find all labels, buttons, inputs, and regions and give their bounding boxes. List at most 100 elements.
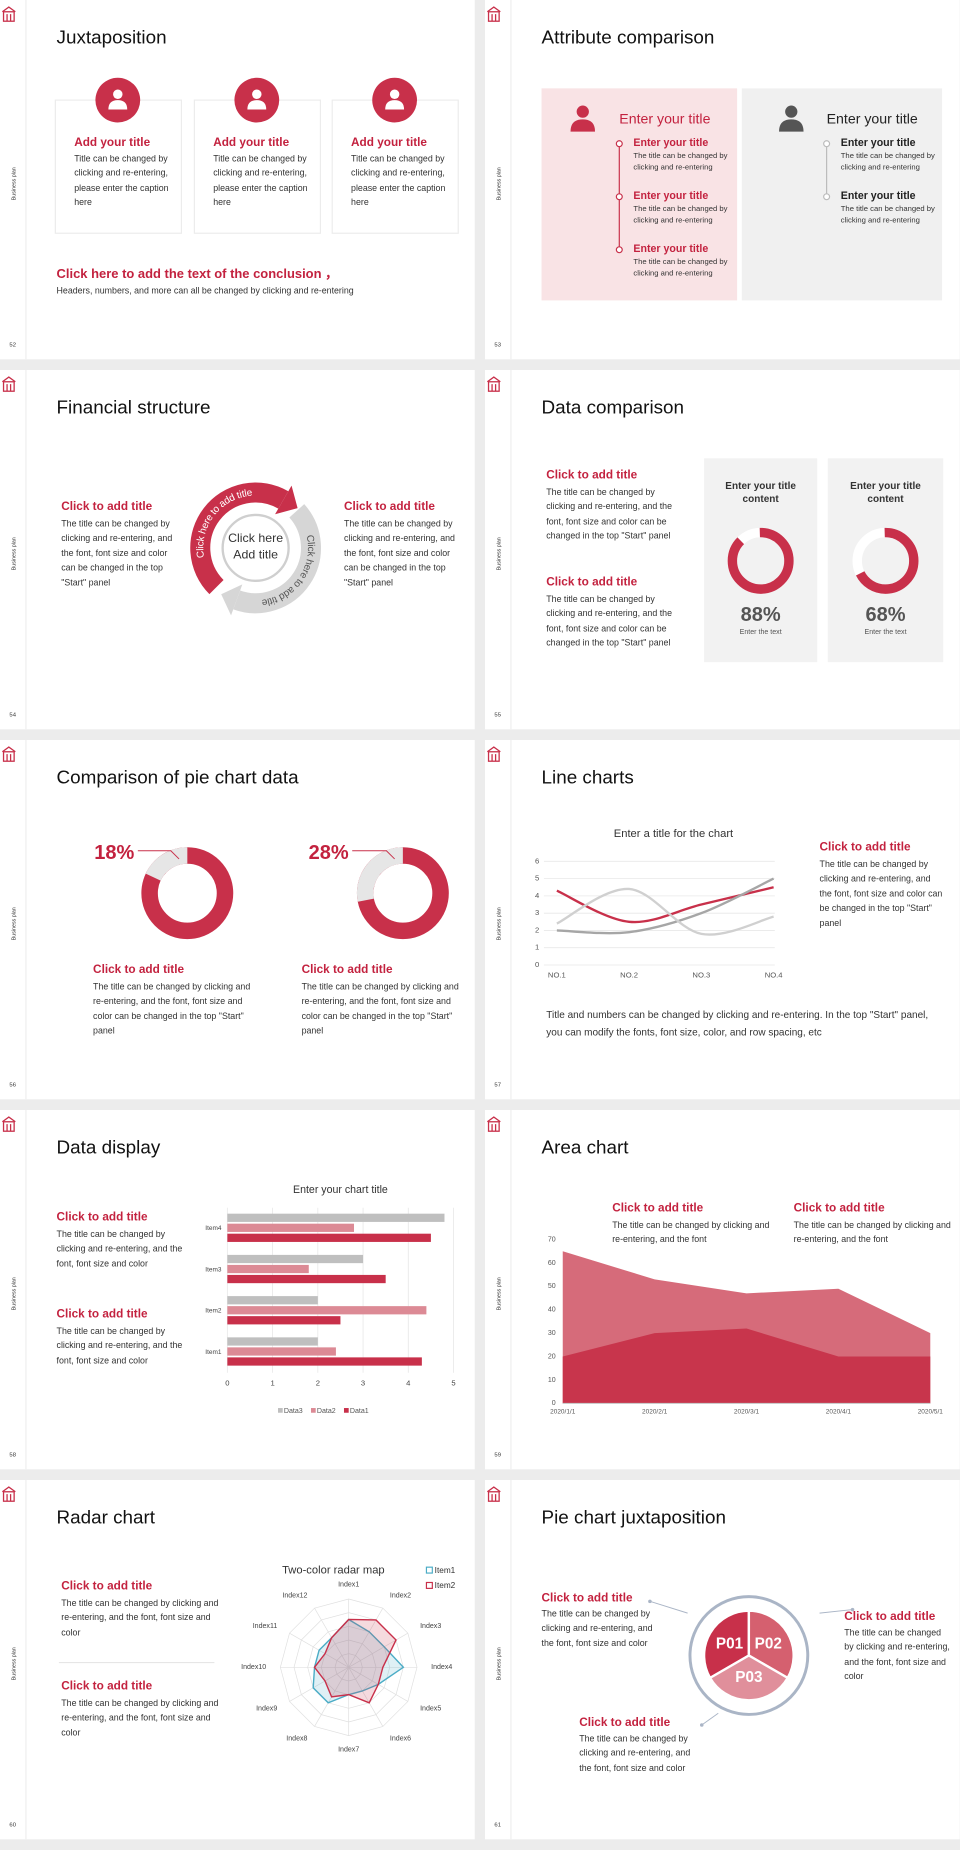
logo [2, 381, 15, 392]
block-text: The title can be changed by clicking and… [546, 486, 672, 541]
logo [2, 751, 15, 762]
person-icon [385, 89, 405, 110]
bar [227, 1274, 386, 1284]
logo [487, 1121, 500, 1132]
center-label: Click here Add title [228, 531, 284, 562]
leader-line [137, 850, 180, 860]
card-icon [372, 77, 418, 123]
card-title: Enter your title content [850, 479, 921, 505]
axis-label: Index11 [253, 1623, 278, 1630]
area-series [562, 1328, 931, 1404]
item-title: Enter your title [633, 189, 709, 202]
page-number: 52 [9, 341, 16, 349]
donut-arc [727, 527, 794, 594]
logo-roof [486, 376, 501, 392]
legend-swatch [425, 1566, 433, 1574]
block-title: Click to add title [546, 468, 638, 482]
block-text: The title can be changed by clicking and… [93, 981, 251, 1036]
page-number: 55 [494, 711, 501, 719]
slide-title: Juxtaposition [56, 28, 167, 49]
x-tick-label: 2020/4/1 [826, 1408, 852, 1415]
value-label: 88% [740, 603, 781, 626]
slide: 0 10 20 30 40 50 60 70 2020/1/1 2020/2/1 2020/3/1 2… [485, 1110, 960, 1470]
y-tick-label: 10 [548, 1377, 556, 1384]
icon-body [570, 119, 596, 132]
icon-head [576, 105, 589, 118]
block-title: Click to add title [301, 963, 393, 977]
logo-roof [1, 6, 16, 22]
logo [2, 1491, 15, 1502]
item-title: Enter your title [633, 242, 709, 255]
y-tick-label: 3 [535, 908, 539, 917]
side-label: Business plan [495, 537, 502, 571]
slide-graphics: 0 10 20 30 40 50 60 70 2020/1/1 2020/2/1 2020/3/1 2… [486, 1110, 943, 1470]
y-tick-label: Item2 [205, 1308, 222, 1315]
item-text: The title can be changed by clicking and… [633, 257, 728, 279]
leader-line [352, 850, 395, 860]
chart-title: Enter a title for the chart [614, 828, 734, 840]
item-title: Enter your title [840, 136, 916, 149]
logo [2, 11, 15, 22]
page-number: 59 [494, 1451, 501, 1459]
slide-title: Comparison of pie chart data [56, 768, 299, 789]
item-text: The title can be changed by clicking and… [633, 204, 728, 226]
axis-label: Index12 [282, 1593, 307, 1600]
legend-label: Item2 [435, 1581, 456, 1590]
block-text: The title can be changed by clicking and… [546, 593, 672, 649]
slide-title: Pie chart juxtaposition [541, 1508, 726, 1529]
slide: Enter your chart title 0 1 2 3 4 5 Item1 Item2 It… [0, 1110, 475, 1470]
y-tick-label: Item4 [205, 1225, 222, 1232]
axis-label: Index6 [390, 1736, 411, 1743]
value-label: 28% [308, 841, 349, 864]
slide: Business plan 55 Data comparison Click to a… [485, 370, 960, 730]
block-text: The title can be changed by clicking and… [61, 1697, 219, 1738]
block-title: Click to add title [61, 1580, 153, 1594]
x-tick-label: NO.4 [765, 971, 784, 980]
bar [227, 1357, 422, 1366]
y-tick-label: 6 [535, 856, 539, 865]
card [704, 458, 818, 663]
x-tick-label: 2020/1/1 [550, 1408, 576, 1415]
block-title: Click to add title [343, 500, 435, 514]
logo [2, 1121, 15, 1132]
block-title: Click to add title [793, 1201, 885, 1215]
radar-spoke [289, 1666, 349, 1702]
slide-graphics: Enter your chart title 0 1 2 3 4 5 Item1 Item2 It… [1, 1110, 456, 1470]
item-title: Enter your title [633, 136, 709, 149]
arc [233, 504, 321, 614]
block-text: The title can be changed by clicking and… [612, 1219, 770, 1245]
item-text: The title can be changed by clicking and… [840, 204, 935, 226]
slide: Click here to add title Click here to add… [0, 370, 475, 730]
slide-graphics: Two-color radar map Index1 Index2 Index3 Ind… [1, 1480, 456, 1840]
outer-ring [688, 1595, 810, 1716]
block-text: The title can be changed by clicking and… [819, 858, 943, 928]
card [827, 458, 944, 663]
bar [227, 1347, 336, 1356]
pie-segment [708, 1654, 790, 1702]
arrow-head [221, 584, 243, 616]
y-tick-label: 2 [535, 925, 539, 934]
slide-title: Data display [56, 1138, 161, 1159]
note: Title and numbers can be changed by clic… [546, 1008, 929, 1039]
bar [227, 1233, 431, 1242]
card-title: Enter your title content [725, 479, 796, 505]
y-tick-label: 0 [552, 1400, 556, 1407]
segment-label: P01 [716, 1635, 744, 1652]
side-label: Business plan [10, 1277, 17, 1311]
side-label: Business plan [10, 1647, 17, 1681]
page-number: 54 [9, 711, 16, 719]
page-number: 57 [494, 1081, 501, 1089]
card-text: Title can be changed by clicking and re-… [74, 153, 169, 208]
bar [227, 1213, 445, 1222]
page-number: 58 [9, 1451, 16, 1459]
timeline-dot [615, 246, 623, 254]
conclusion: Click here to add the text of the conclu… [56, 267, 339, 282]
timeline-dot [823, 193, 831, 201]
legend-label: Data3 [284, 1408, 303, 1415]
connector [819, 1609, 853, 1614]
block-text: The title can be changed by clicking and… [61, 1597, 219, 1638]
timeline-dot [615, 140, 623, 148]
block-title: Click to add title [61, 1680, 153, 1694]
chart-title: Enter your chart title [293, 1184, 388, 1196]
